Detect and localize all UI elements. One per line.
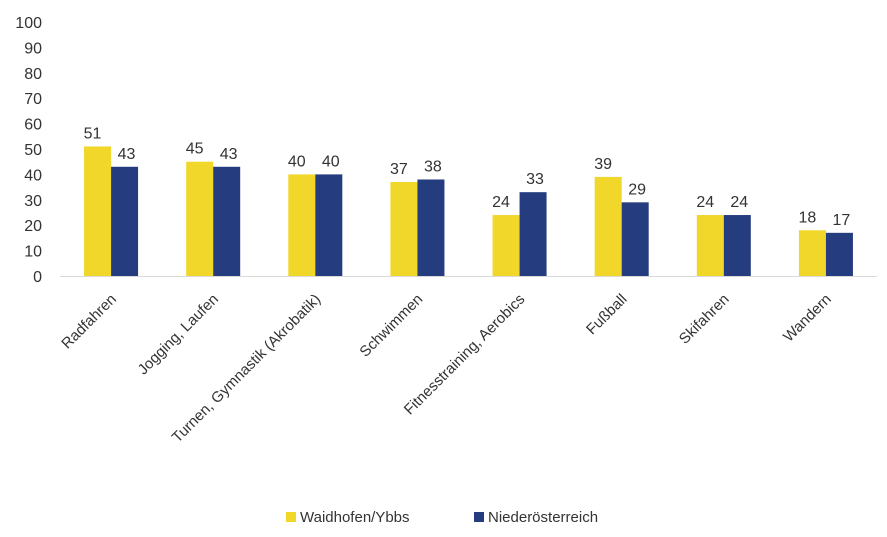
data-label: 33 — [526, 171, 544, 188]
plot-area: 51 43 45 43 40 40 37 38 24 33 39 29 24 24 18 17 — [84, 125, 853, 276]
bar-niederoesterreich — [621, 202, 649, 276]
x-tick-label: Schwimmen — [356, 291, 426, 361]
data-label: 24 — [492, 194, 510, 211]
y-tick-label: 0 — [33, 269, 42, 286]
y-tick-label: 90 — [24, 40, 42, 57]
data-label: 17 — [833, 212, 851, 229]
bar-waidhofen — [288, 174, 316, 276]
y-tick-label: 50 — [24, 142, 42, 159]
y-tick-label: 80 — [24, 66, 42, 83]
y-tick-label: 20 — [24, 218, 42, 235]
legend-swatch — [286, 512, 296, 522]
legend: Waidhofen/Ybbs Niederösterreich — [286, 509, 598, 526]
data-label: 37 — [390, 161, 408, 178]
data-label: 29 — [628, 181, 646, 198]
data-label: 39 — [594, 156, 612, 173]
x-tick-label: Skifahren — [676, 291, 733, 348]
x-tick-label: Wandern — [780, 291, 835, 346]
y-tick-label: 70 — [24, 91, 42, 108]
legend-swatch — [474, 512, 484, 522]
y-tick-label: 100 — [15, 15, 42, 32]
data-label: 24 — [730, 194, 748, 211]
bar-waidhofen — [594, 176, 622, 276]
y-tick-label: 40 — [24, 167, 42, 184]
data-label: 45 — [186, 141, 204, 158]
bar-waidhofen — [492, 215, 520, 276]
data-label: 40 — [288, 153, 306, 170]
bar-waidhofen — [390, 182, 418, 276]
bar-niederoesterreich — [417, 179, 445, 276]
legend-label: Niederösterreich — [488, 509, 598, 526]
y-tick-label: 60 — [24, 117, 42, 134]
data-label: 43 — [118, 146, 136, 163]
legend-label: Waidhofen/Ybbs — [300, 509, 410, 526]
bar-waidhofen — [186, 161, 214, 276]
bar-niederoesterreich — [213, 166, 241, 276]
y-axis: 0 10 20 30 40 50 60 70 80 90 100 — [15, 15, 42, 286]
x-tick-label: Radfahren — [58, 291, 120, 353]
bar-niederoesterreich — [825, 232, 853, 276]
x-tick-label: Jogging, Laufen — [135, 291, 223, 379]
bar-niederoesterreich — [723, 215, 751, 276]
y-tick-label: 10 — [24, 244, 42, 261]
bar-niederoesterreich — [315, 174, 343, 276]
x-tick-label: Fitnesstraining, Aerobics — [401, 291, 529, 419]
bar-niederoesterreich — [519, 192, 547, 276]
data-label: 43 — [220, 146, 238, 163]
data-label: 40 — [322, 153, 340, 170]
data-label: 24 — [696, 194, 714, 211]
bar-niederoesterreich — [111, 166, 139, 276]
y-tick-label: 30 — [24, 193, 42, 210]
bar-waidhofen — [84, 146, 112, 276]
x-tick-label: Fußball — [583, 291, 630, 338]
bar-waidhofen — [798, 230, 826, 276]
bar-waidhofen — [696, 215, 724, 276]
data-label: 18 — [799, 209, 817, 226]
data-label: 38 — [424, 158, 442, 175]
data-label: 51 — [84, 125, 102, 142]
